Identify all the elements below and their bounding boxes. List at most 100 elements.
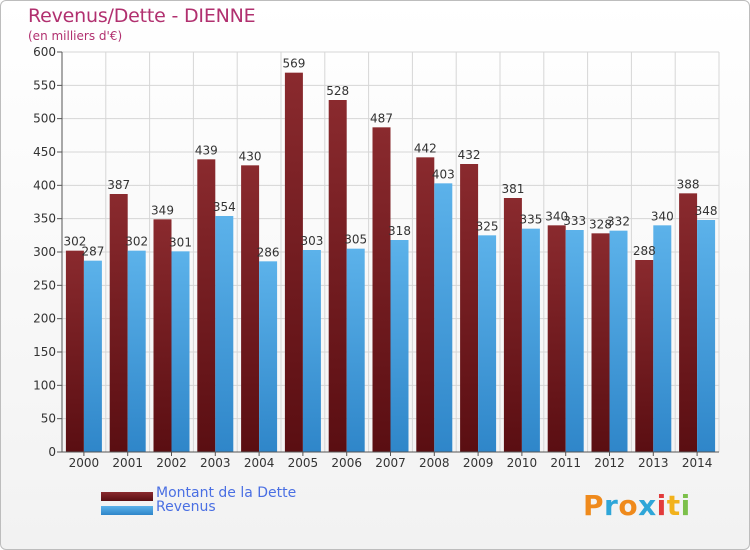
value-label-revenus: 340 bbox=[651, 209, 674, 223]
value-label-revenus: 403 bbox=[432, 167, 455, 181]
y-tick-label: 550 bbox=[33, 78, 56, 92]
bar-dette bbox=[328, 100, 347, 452]
value-label-revenus: 348 bbox=[695, 204, 718, 218]
value-label-dette: 288 bbox=[633, 244, 656, 258]
value-label-dette: 381 bbox=[501, 182, 524, 196]
legend-label-revenus: Revenus bbox=[156, 499, 216, 515]
bar-revenus bbox=[390, 240, 409, 452]
value-label-dette: 388 bbox=[677, 177, 700, 191]
bar-revenus bbox=[653, 225, 672, 452]
value-label-revenus: 333 bbox=[563, 214, 586, 228]
logo-letter: x bbox=[638, 489, 657, 522]
bar-revenus bbox=[302, 250, 321, 452]
y-tick-label: 100 bbox=[33, 378, 56, 392]
bars bbox=[65, 72, 716, 453]
proxiti-logo: Proxiti bbox=[583, 489, 691, 522]
y-tick-label: 350 bbox=[33, 212, 56, 226]
legend-label-dette: Montant de la Dette bbox=[156, 485, 297, 501]
bar-revenus bbox=[478, 235, 497, 452]
logo-letter: i bbox=[656, 489, 667, 522]
y-tick-label: 600 bbox=[33, 45, 56, 59]
value-label-revenus: 354 bbox=[213, 200, 236, 214]
value-label-dette: 349 bbox=[151, 203, 174, 217]
bar-revenus bbox=[171, 251, 190, 452]
bar-revenus bbox=[521, 228, 540, 452]
x-tick-label: 2014 bbox=[682, 456, 713, 470]
bar-dette bbox=[153, 219, 172, 452]
bar-dette bbox=[416, 157, 435, 453]
x-tick-label: 2006 bbox=[331, 456, 362, 470]
bar-dette bbox=[460, 164, 479, 452]
x-tick-label: 2010 bbox=[507, 456, 538, 470]
x-tick-label: 2003 bbox=[200, 456, 231, 470]
value-label-dette: 387 bbox=[107, 178, 130, 192]
x-tick-label: 2008 bbox=[419, 456, 450, 470]
y-tick-label: 250 bbox=[33, 278, 56, 292]
x-tick-label: 2005 bbox=[288, 456, 319, 470]
chart-subtitle: (en milliers d'€) bbox=[28, 29, 123, 43]
value-label-revenus: 332 bbox=[607, 215, 630, 229]
x-tick-label: 2004 bbox=[244, 456, 275, 470]
legend-swatch-revenus bbox=[101, 506, 153, 515]
bar-revenus bbox=[83, 260, 102, 452]
bar-dette bbox=[65, 250, 84, 452]
x-tick-label: 2011 bbox=[550, 456, 581, 470]
value-label-revenus: 325 bbox=[476, 219, 499, 233]
y-tick-label: 50 bbox=[41, 412, 56, 426]
value-label-dette: 328 bbox=[589, 217, 612, 231]
y-tick-label: 500 bbox=[33, 112, 56, 126]
bar-dette bbox=[679, 193, 698, 453]
legend-swatch-dette bbox=[101, 492, 153, 501]
logo-letter: P bbox=[583, 489, 605, 522]
y-tick-label: 0 bbox=[48, 445, 56, 459]
value-label-dette: 340 bbox=[545, 209, 568, 223]
value-label-dette: 439 bbox=[195, 143, 218, 157]
bar-revenus bbox=[346, 248, 365, 452]
value-label-revenus: 335 bbox=[519, 213, 542, 227]
y-tick-label: 400 bbox=[33, 178, 56, 192]
bar-revenus bbox=[215, 216, 234, 452]
value-label-revenus: 318 bbox=[388, 224, 411, 238]
axes: 0 50 100 150 200 250 300 350 400 450 500 550 600 2000… bbox=[33, 45, 719, 470]
value-label-revenus: 302 bbox=[125, 235, 148, 249]
logo-letter: r bbox=[604, 489, 619, 522]
value-label-dette: 442 bbox=[414, 141, 437, 155]
x-tick-label: 2009 bbox=[463, 456, 494, 470]
x-tick-label: 2000 bbox=[69, 456, 100, 470]
bar-dette bbox=[503, 198, 522, 452]
value-label-dette: 569 bbox=[282, 57, 305, 71]
value-label-dette: 302 bbox=[63, 235, 86, 249]
logo-letter: i bbox=[680, 489, 691, 522]
value-label-dette: 432 bbox=[458, 148, 481, 162]
x-tick-label: 2013 bbox=[638, 456, 669, 470]
x-tick-label: 2012 bbox=[594, 456, 625, 470]
x-tick-label: 2002 bbox=[156, 456, 187, 470]
value-label-dette: 430 bbox=[239, 149, 262, 163]
bar-revenus bbox=[127, 250, 146, 452]
bar-dette bbox=[591, 233, 610, 452]
y-tick-label: 150 bbox=[33, 345, 56, 359]
bar-revenus bbox=[434, 183, 453, 453]
bar-dette bbox=[547, 225, 566, 452]
logo-letter: t bbox=[666, 489, 681, 522]
bar-dette bbox=[109, 194, 128, 452]
value-label-dette: 487 bbox=[370, 111, 393, 125]
bar-dette bbox=[635, 260, 654, 452]
value-label-revenus: 287 bbox=[81, 245, 104, 259]
bar-dette bbox=[241, 165, 260, 453]
y-tick-label: 300 bbox=[33, 245, 56, 259]
value-label-dette: 528 bbox=[326, 84, 349, 98]
value-label-revenus: 305 bbox=[344, 233, 367, 247]
bar-revenus bbox=[609, 230, 628, 452]
value-label-revenus: 301 bbox=[169, 235, 192, 249]
value-label-revenus: 303 bbox=[300, 234, 323, 248]
labels: 3022873873023493014393544302865693035283… bbox=[63, 57, 717, 260]
x-tick-label: 2001 bbox=[112, 456, 143, 470]
bar-revenus bbox=[259, 261, 278, 452]
logo-letter: o bbox=[618, 489, 639, 522]
bar-revenus bbox=[565, 230, 584, 452]
chart-title: Revenus/Dette - DIENNE bbox=[28, 5, 256, 27]
x-tick-label: 2007 bbox=[375, 456, 406, 470]
